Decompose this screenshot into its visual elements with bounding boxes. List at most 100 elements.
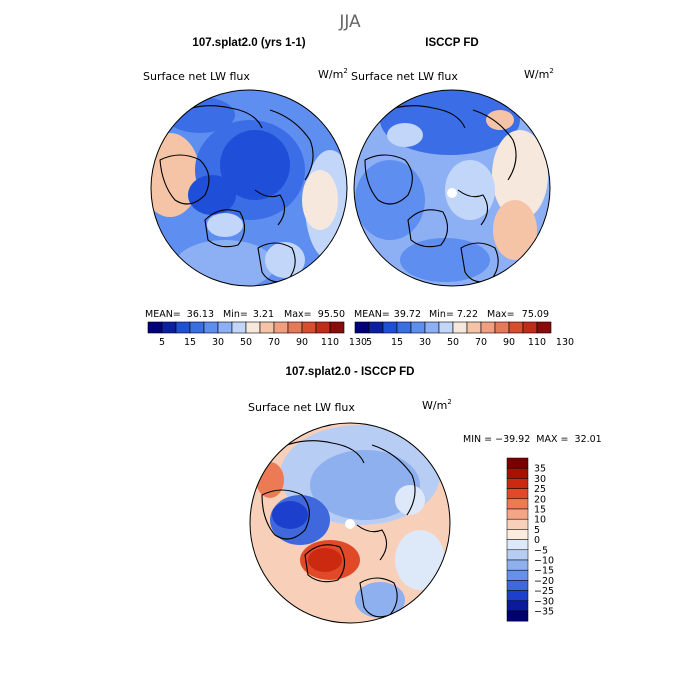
colorbar-tick-label: 5 bbox=[159, 337, 165, 348]
missing-data-hole bbox=[447, 188, 457, 198]
panel-diff-field-label: Surface net LW flux bbox=[248, 401, 355, 414]
field-patch bbox=[395, 530, 445, 590]
field-patch bbox=[188, 175, 236, 215]
colorbar-tick-label: −35 bbox=[534, 607, 554, 618]
field-patch bbox=[265, 242, 305, 278]
panel-obs-mean: 39.72 bbox=[394, 309, 421, 320]
colorbar-tick-label: 5 bbox=[534, 525, 540, 536]
panel-obs-max-label: Max= bbox=[487, 309, 515, 320]
colorbar-tick-label: 0 bbox=[534, 535, 540, 546]
coastline bbox=[364, 154, 413, 205]
colorbar-tick-label: −25 bbox=[534, 586, 554, 597]
colorbar-swatch bbox=[506, 498, 529, 510]
colorbar-swatch bbox=[245, 321, 261, 334]
colorbar-swatch bbox=[506, 488, 529, 500]
figure-title: JJA bbox=[338, 12, 361, 32]
coastline bbox=[261, 489, 310, 540]
coastline bbox=[269, 109, 314, 181]
colorbar-swatch bbox=[506, 580, 529, 591]
colorbar-tick-label: 70 bbox=[268, 337, 280, 348]
colorbar-swatch bbox=[161, 321, 177, 334]
panel-model-mean: 36.13 bbox=[187, 309, 214, 320]
panel-diff-title: 107.splat2.0 - ISCCP FD bbox=[286, 366, 415, 378]
colorbar-swatch bbox=[259, 321, 275, 334]
coastline bbox=[257, 242, 296, 283]
colorbar-tick-label: 30 bbox=[212, 337, 224, 348]
colorbar-swatch bbox=[480, 321, 496, 334]
coastline bbox=[356, 524, 388, 561]
field-patch bbox=[492, 130, 548, 220]
panel-model-min-label: Min= bbox=[223, 309, 248, 320]
colorbar-tick-label: 130 bbox=[349, 337, 367, 348]
colorbar-swatch bbox=[382, 321, 398, 334]
colorbar-swatch bbox=[424, 321, 440, 334]
panel-obs-colorbar: 5 15 30 50 70 90 110 130 bbox=[354, 321, 574, 348]
colorbar-swatch bbox=[175, 321, 191, 334]
colorbar-tick-label: 25 bbox=[534, 484, 546, 495]
colorbar-tick-label: 90 bbox=[503, 337, 515, 348]
colorbar-tick-label: 30 bbox=[419, 337, 431, 348]
panel-model-max: 95.50 bbox=[318, 309, 345, 320]
panel-obs-units: W/m2 bbox=[524, 67, 554, 81]
panel-diff-boundary bbox=[249, 422, 451, 624]
colorbar-swatch bbox=[287, 321, 303, 334]
panel-model-map bbox=[151, 90, 347, 286]
colorbar-swatch bbox=[396, 321, 412, 334]
missing-data-hole bbox=[345, 519, 355, 529]
colorbar-swatch bbox=[506, 610, 529, 622]
panel-obs: ISCCP FD Surface net LW flux W/m2 MEAN= … bbox=[351, 37, 574, 348]
colorbar-swatch bbox=[506, 508, 529, 520]
panel-obs-min-label: Min= bbox=[429, 309, 454, 320]
colorbar-swatch bbox=[506, 549, 529, 561]
colorbar-tick-label: 70 bbox=[475, 337, 487, 348]
colorbar-tick-label: −10 bbox=[534, 556, 554, 567]
coastline bbox=[159, 154, 210, 205]
colorbar-tick-label: 90 bbox=[296, 337, 308, 348]
panel-diff-map bbox=[250, 423, 450, 623]
colorbar-swatch bbox=[203, 321, 219, 334]
coastline bbox=[359, 577, 398, 618]
field-patch bbox=[165, 97, 235, 133]
colorbar-tick-label: 20 bbox=[534, 494, 546, 505]
panel-obs-map bbox=[354, 90, 550, 286]
colorbar-tick-label: −15 bbox=[534, 566, 554, 577]
field-patch bbox=[308, 548, 342, 572]
panel-model-units: W/m2 bbox=[318, 67, 348, 81]
colorbar-tick-label: 10 bbox=[534, 515, 546, 526]
field-patch bbox=[395, 485, 425, 515]
panel-model-colorbar: 5 15 30 50 70 90 110 130 bbox=[147, 321, 367, 348]
colorbar-swatch bbox=[506, 457, 529, 469]
colorbar-tick-label: −30 bbox=[534, 596, 554, 607]
field-patch bbox=[486, 110, 514, 130]
colorbar-swatch bbox=[231, 321, 247, 334]
colorbar-swatch bbox=[506, 478, 529, 489]
colorbar-swatch bbox=[189, 321, 205, 334]
colorbar-tick-label: −5 bbox=[534, 545, 548, 556]
coastline bbox=[304, 544, 346, 583]
coastline bbox=[407, 209, 449, 248]
field-patch bbox=[302, 170, 338, 230]
panel-obs-mean-label: MEAN= bbox=[354, 309, 390, 320]
colorbar-swatch bbox=[466, 321, 482, 334]
colorbar-swatch bbox=[506, 590, 529, 602]
colorbar-swatch bbox=[368, 321, 384, 334]
field-patch bbox=[445, 160, 495, 220]
colorbar-tick-label: 15 bbox=[184, 337, 196, 348]
field-patch bbox=[355, 582, 405, 618]
field-patch bbox=[272, 501, 308, 529]
field-patch bbox=[400, 238, 490, 282]
colorbar-tick-label: 50 bbox=[240, 337, 252, 348]
coastline bbox=[254, 189, 286, 226]
colorbar-tick-label: 15 bbox=[391, 337, 403, 348]
panel-model: 107.splat2.0 (yrs 1-1) Surface net LW fl… bbox=[143, 37, 367, 348]
colorbar-tick-label: 5 bbox=[366, 337, 372, 348]
colorbar-tick-label: 50 bbox=[447, 337, 459, 348]
colorbar-swatch bbox=[147, 321, 163, 334]
colorbar-swatch bbox=[508, 321, 524, 334]
panel-model-field-label: Surface net LW flux bbox=[143, 70, 250, 83]
colorbar-swatch bbox=[494, 321, 510, 334]
coastline bbox=[472, 109, 517, 181]
colorbar-swatch bbox=[506, 569, 529, 581]
colorbar-swatch bbox=[506, 539, 529, 551]
